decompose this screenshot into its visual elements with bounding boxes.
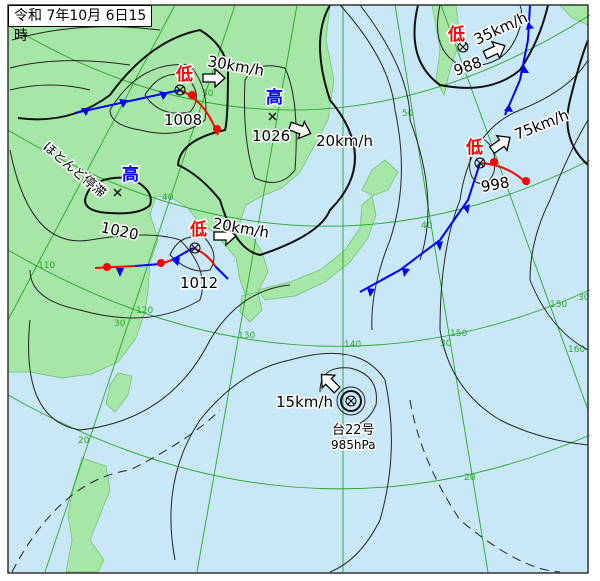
- taiwan: [105, 372, 133, 413]
- hokkaido: [361, 159, 399, 197]
- high-center-icon: [113, 188, 122, 197]
- fronts: [74, 4, 534, 297]
- grid-label: 40: [162, 193, 174, 203]
- grid-label: 30: [114, 319, 126, 329]
- grid-label: 140: [344, 340, 361, 350]
- low-center-icon: [457, 41, 469, 53]
- center-marks: [113, 41, 486, 407]
- typhoon-pressure: 985hPa: [331, 438, 376, 452]
- arrow-icon: [202, 67, 226, 89]
- typhoon-center-icon: [345, 395, 357, 407]
- grid-label: 50: [202, 89, 214, 99]
- grid-label: 30: [440, 339, 452, 349]
- high-label: 高: [266, 87, 283, 108]
- pressure-label: 1008: [164, 111, 202, 129]
- land-masses: [7, 4, 589, 573]
- arrow-icon: [488, 134, 511, 155]
- grid-label: 20: [78, 436, 90, 446]
- grid-label: 160: [568, 345, 585, 355]
- map-title: 令和 7年10月 6日15時: [8, 5, 152, 44]
- pressure-label: 1012: [180, 274, 218, 292]
- arrow-icon: [320, 373, 341, 394]
- arrow-icon: [482, 40, 506, 60]
- low-label: 低: [465, 137, 483, 158]
- low-center-icon: [189, 242, 201, 254]
- grid-label: 150: [450, 329, 467, 339]
- sakhalin: [431, 4, 461, 96]
- grid-label: 150: [550, 300, 567, 310]
- high-center-icon: [268, 112, 277, 121]
- cold-front-988: [504, 4, 531, 116]
- high-label: 高: [122, 164, 139, 185]
- low-label: 低: [447, 24, 465, 45]
- grid-lines: [7, 4, 591, 573]
- arrow-icon: [287, 120, 312, 140]
- grid-label: 130: [238, 331, 255, 341]
- grid-label: 30: [578, 293, 590, 303]
- isobars: [9, 4, 589, 573]
- arrow-icon: [213, 225, 237, 247]
- philippines: [65, 457, 111, 573]
- low-label: 低: [175, 64, 193, 85]
- low-label: 低: [189, 219, 207, 240]
- grid-label: 50: [402, 109, 414, 119]
- low-center-icon: [174, 84, 186, 96]
- cold-front-998: [359, 162, 481, 293]
- low-center-icon: [474, 157, 486, 169]
- motion-arrows: [202, 40, 511, 394]
- grid-label: 20: [464, 473, 476, 483]
- pressure-label: 1026: [252, 127, 290, 145]
- grid-label: 110: [38, 261, 55, 271]
- speed-label: 20km/h: [316, 132, 373, 150]
- typhoon-name: 台22号: [332, 423, 375, 438]
- grid-label: 120: [136, 306, 153, 316]
- continent: [7, 4, 335, 379]
- map-frame: [7, 4, 589, 574]
- speed-label: 15km/h: [276, 393, 333, 411]
